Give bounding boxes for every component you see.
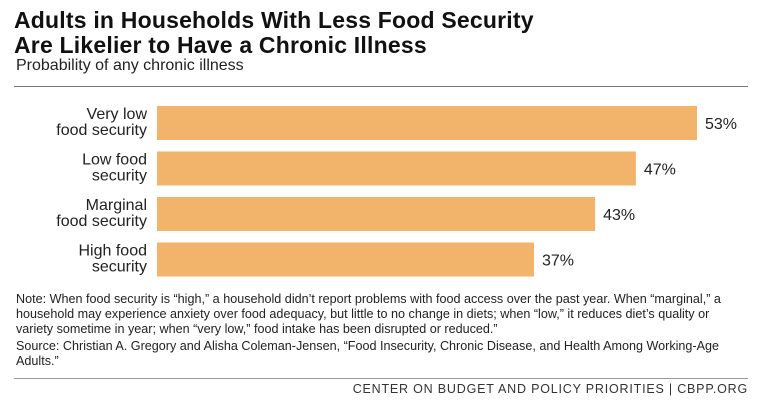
value-label-1: 47% — [644, 162, 676, 179]
chart-title-line-1: Adults in Households With Less Food Secu… — [14, 7, 534, 33]
value-label-2: 43% — [603, 207, 635, 224]
top-divider — [14, 86, 748, 87]
footer-credit: CENTER ON BUDGET AND POLICY PRIORITIES |… — [352, 382, 748, 396]
category-label-2-1: food security — [56, 213, 147, 230]
chart-subtitle: Probability of any chronic illness — [16, 57, 244, 74]
chart-title-line-2: Are Likelier to Have a Chronic Illness — [14, 32, 427, 58]
value-label-0: 53% — [705, 116, 737, 133]
source-text: Source: Christian A. Gregory and Alisha … — [16, 339, 720, 368]
value-label-3: 37% — [542, 253, 574, 270]
category-label-1-1: security — [92, 168, 147, 185]
bar-3 — [157, 242, 534, 277]
category-label-3-0: High food — [79, 243, 148, 260]
chart-title: Adults in Households With Less Food Secu… — [14, 8, 754, 58]
category-label-2-0: Marginal — [86, 197, 147, 214]
category-label-1-0: Low food — [82, 152, 147, 169]
bottom-divider — [14, 378, 748, 379]
note-text: Note: When food security is “high,” a ho… — [16, 292, 721, 336]
bar-1 — [157, 151, 636, 186]
notes-block: Note: When food security is “high,” a ho… — [16, 292, 746, 371]
bar-2 — [157, 197, 596, 231]
category-label-0-0: Very low — [87, 106, 148, 123]
bar-0 — [157, 106, 697, 140]
category-label-0-1: food security — [56, 122, 147, 139]
category-label-3-1: security — [92, 259, 147, 276]
